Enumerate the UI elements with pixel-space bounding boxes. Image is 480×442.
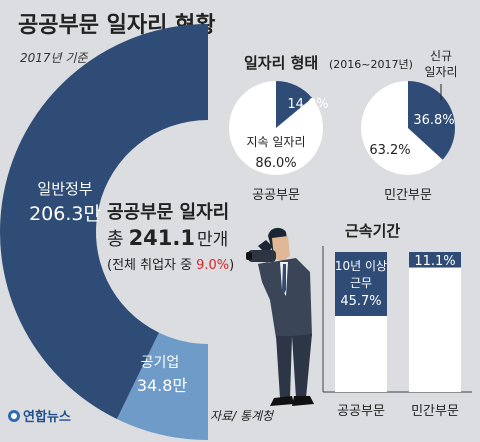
private-new-value: 36.8% [413,113,454,128]
logo-text: 연합뉴스 [23,409,71,425]
yonhap-logo: 연합뉴스 [8,409,71,425]
employment-type-pies [229,81,455,175]
donut-slice-public-corp [116,332,208,440]
employment-type-period: (2016~2017년) [329,58,413,71]
public-pie-name: 공공부문 [252,188,300,203]
tenure-category-public: 공공부문 [337,404,385,419]
source-note: 자료/ 통계청 [210,409,275,423]
pie-0-new-jobs-slice [276,81,313,128]
donut-chart [0,24,208,440]
share-suffix: ) [229,258,234,273]
binocular-lens [246,252,252,260]
series-label-line-1: 근무 [350,276,372,290]
center-total: 총 241.1 만개 [107,226,228,250]
callout-line-0: 신규 [430,49,452,63]
total-value: 241.1 [129,226,195,250]
tenure-category-private: 민간부문 [411,404,459,419]
tenure-bar-1 [409,252,461,268]
logo-mark-inner-icon [11,413,17,419]
employment-type-title: 일자리 형태 [244,54,318,72]
pie-1-new-jobs-slice [408,81,455,160]
left-leg [276,336,292,398]
right-leg [292,334,312,398]
slice-label-public-corp: 공기업 [141,355,180,371]
callout-line-1: 일자리 [424,65,457,79]
right-shoe [292,396,314,406]
left-shoe [270,396,294,406]
donut-slice-general-govt [0,24,208,419]
slice-value-general-govt: 206.3만 [29,203,101,225]
man-with-binoculars-illustration [246,227,314,406]
share-value: 9.0% [196,258,229,273]
private-pie-name: 민간부문 [384,188,432,203]
slice-value-public-corp: 34.8만 [137,376,188,395]
slice-label-general-govt: 일반정부 [37,180,92,198]
face [272,236,290,262]
tenure-bar-0 [335,252,387,316]
tenure-bar-track-1 [409,252,461,392]
tie [282,264,286,294]
public-new-value: 14.0% [287,97,328,112]
tenure-value-public: 45.7% [340,294,381,309]
tenure-value-private: 11.1% [414,254,455,269]
total-unit: 만개 [197,230,228,250]
public-continuing-value: 86.0% [255,156,296,171]
binoculars-icon [248,250,276,262]
public-continuing-label: 지속 일자리 [246,135,305,149]
total-prefix: 총 [107,229,124,250]
share-prefix: (전체 취업자 중 [107,258,192,273]
private-continuing-value: 63.2% [369,143,410,158]
date-note: 2017년 기준 [20,51,88,65]
center-heading: 공공부문 일자리 [107,202,229,223]
raised-arm [258,262,276,290]
center-share: (전체 취업자 중 9.0%) [107,258,234,273]
series-label-line-0: 10년 이상 [335,259,387,273]
tenure-title: 근속기간 [345,222,400,240]
